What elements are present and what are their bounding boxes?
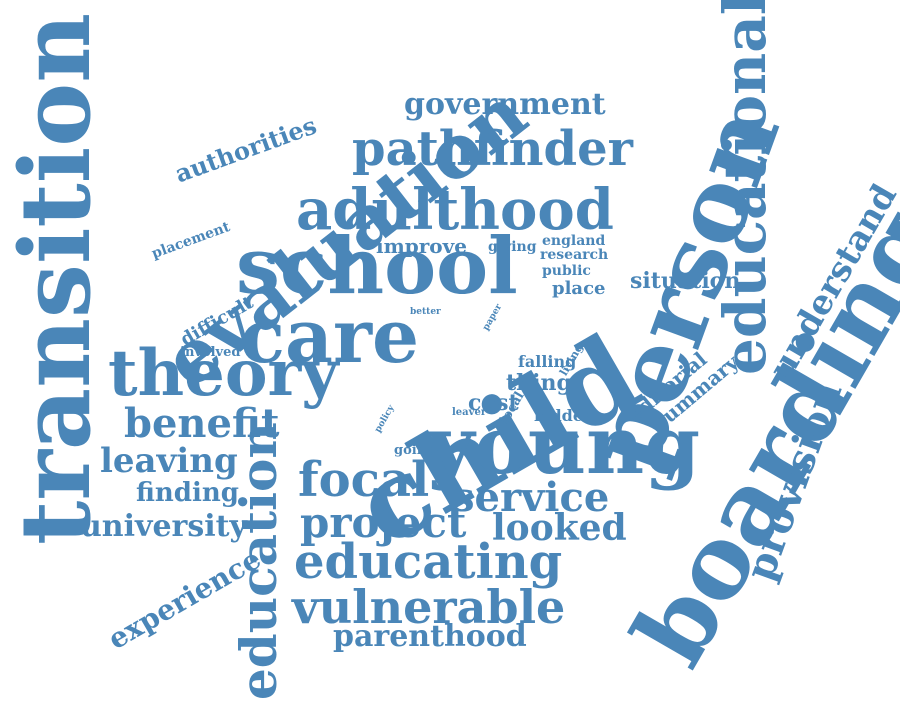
- word-focal: focal: [298, 452, 430, 508]
- word-leaver: leaver: [452, 407, 487, 418]
- word-leaving: leaving: [100, 441, 238, 481]
- word-theory: theory: [108, 336, 339, 411]
- word-england: england: [542, 233, 606, 249]
- word-university: university: [80, 509, 247, 544]
- word-educating: educating: [294, 534, 563, 590]
- word-benefit: benefit: [124, 400, 280, 447]
- word-vulnerable: vulnerable: [292, 580, 566, 634]
- word-looked: looked: [492, 507, 627, 549]
- word-project: project: [300, 498, 467, 547]
- word-better: better: [410, 307, 441, 317]
- word-adulthood: adulthood: [296, 177, 614, 243]
- word-place: place: [552, 278, 606, 299]
- word-giving: giving: [488, 239, 537, 255]
- word-placement: placement: [149, 219, 233, 263]
- word-school: school: [236, 221, 518, 312]
- word-going: going: [394, 443, 436, 458]
- word-educational: educational: [711, 0, 779, 375]
- word-pathfinder: pathfinder: [352, 121, 633, 177]
- word-thing: thing: [506, 370, 572, 396]
- word-service: service: [452, 474, 610, 521]
- word-situation: situation: [630, 268, 741, 294]
- word-public: public: [542, 263, 591, 279]
- word-authorities: authorities: [170, 110, 321, 189]
- word-research: research: [540, 247, 609, 263]
- word-government: government: [404, 87, 606, 122]
- word-finding: finding: [136, 478, 239, 508]
- word-parenthood: parenthood: [333, 619, 527, 654]
- word-young: young: [428, 398, 701, 492]
- word-falling: falling: [518, 352, 577, 371]
- word-improve: improve: [376, 234, 467, 258]
- word-ladder: ladder: [534, 406, 592, 425]
- word-transition: transition: [0, 12, 112, 545]
- word-involved: involved: [180, 345, 241, 360]
- word-care: care: [240, 294, 420, 380]
- word-cost: cost: [468, 390, 519, 416]
